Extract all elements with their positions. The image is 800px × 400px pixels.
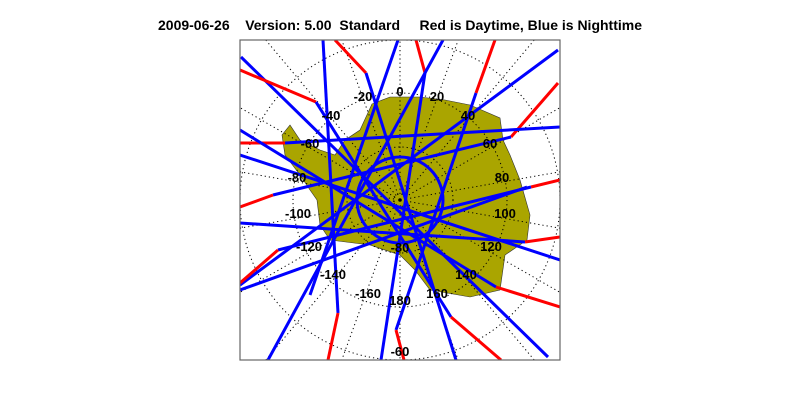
title-version: Version: 5.00 (245, 17, 332, 33)
daytime-track (450, 315, 502, 360)
longitude-label: 20 (430, 89, 444, 104)
longitude-label: 160 (426, 286, 448, 301)
nighttime-track (308, 40, 400, 296)
daytime-track (326, 312, 340, 360)
longitude-label: -40 (322, 108, 341, 123)
map-title: 2009-06-26 Version: 5.00 Standard Red is… (0, 17, 800, 33)
south-pole-marker (398, 198, 402, 202)
longitude-label: -160 (355, 286, 381, 301)
daytime-track (240, 193, 274, 209)
longitude-label: 100 (494, 206, 516, 221)
title-legend: Red is Daytime, Blue is Nighttime (419, 17, 643, 33)
title-date: 2009-06-26 (158, 17, 230, 33)
latitude-circle (292, 92, 508, 308)
daytime-track (474, 40, 497, 94)
nighttime-track (240, 128, 497, 289)
longitude-line (240, 171, 395, 200)
longitude-line (405, 171, 560, 200)
nighttime-track (240, 221, 526, 244)
longitude-label: -100 (285, 206, 311, 221)
longitude-line (240, 202, 396, 293)
latitude-circle (346, 146, 454, 254)
longitude-label: -140 (320, 267, 346, 282)
longitude-label: -80 (288, 170, 307, 185)
longitude-label: 40 (461, 108, 475, 123)
nighttime-track (272, 135, 512, 197)
daytime-track (414, 40, 427, 74)
nighttime-track (321, 40, 340, 314)
daytime-track (240, 248, 279, 285)
longitude-label: -20 (354, 89, 373, 104)
daytime-track (333, 40, 368, 75)
longitude-label: -120 (296, 239, 322, 254)
orbit-tracks (240, 40, 560, 360)
nighttime-track (277, 185, 532, 252)
daytime-track (524, 235, 560, 244)
longitude-label: 0 (396, 84, 403, 99)
map-frame (239, 39, 561, 361)
longitude-label: 140 (455, 267, 477, 282)
title-mode: Standard (339, 17, 401, 33)
nighttime-track (240, 153, 560, 262)
longitude-line (405, 200, 560, 229)
nighttime-track (284, 125, 560, 145)
nighttime-track-circle (355, 155, 445, 245)
daytime-track (530, 178, 560, 189)
latitude-label: -80 (391, 240, 410, 255)
longitude-label: 80 (495, 170, 509, 185)
daytime-track (240, 68, 317, 104)
nighttime-track (379, 72, 427, 360)
nighttime-track (314, 101, 453, 318)
longitude-line (403, 204, 535, 360)
daytime-track (495, 285, 560, 309)
daytime-track (394, 329, 406, 360)
longitude-label: 60 (483, 136, 497, 151)
longitude-label: 120 (480, 239, 502, 254)
longitude-label: 180 (389, 293, 411, 308)
longitude-label: -60 (301, 136, 320, 151)
longitude-line (404, 107, 560, 198)
latitude-label: -60 (391, 344, 410, 359)
